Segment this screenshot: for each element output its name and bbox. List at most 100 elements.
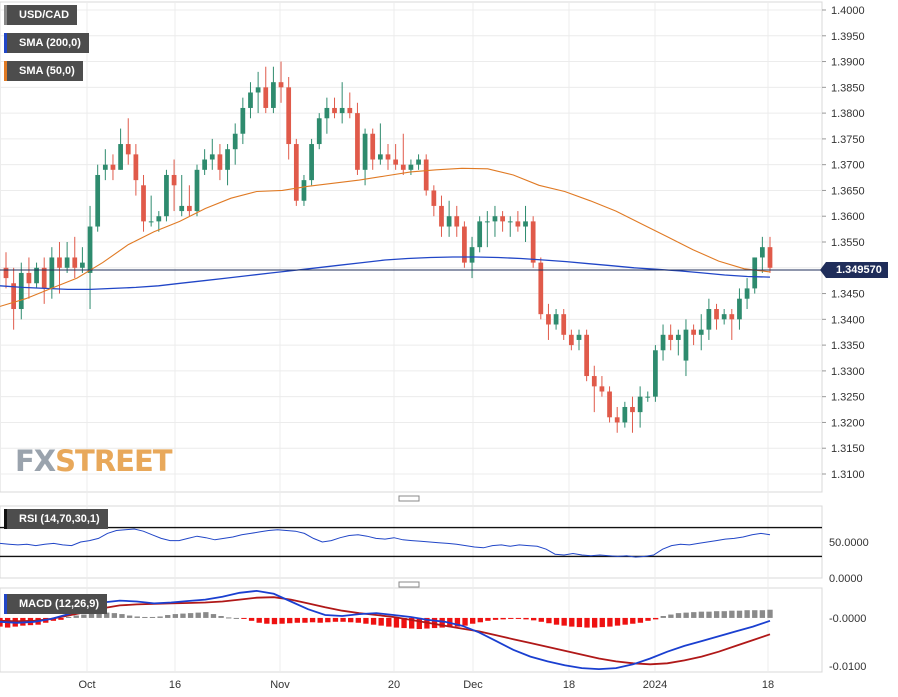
macd-histogram-bar bbox=[126, 615, 133, 618]
candle-body bbox=[255, 87, 261, 93]
candle-body bbox=[423, 159, 429, 191]
candle-body bbox=[614, 417, 620, 423]
macd-histogram-bar bbox=[752, 610, 758, 618]
macd-histogram-bar bbox=[691, 612, 697, 618]
macd-histogram-bar bbox=[279, 617, 285, 624]
logo-street: STREET bbox=[55, 444, 172, 478]
macd-tick-label: -0.0100 bbox=[829, 661, 866, 673]
x-tick-label: 18 bbox=[563, 679, 575, 691]
y-tick-label: 1.3600 bbox=[831, 211, 865, 223]
candle-body bbox=[232, 133, 238, 150]
macd-histogram-bar bbox=[553, 617, 560, 625]
y-tick-label: 1.4000 bbox=[831, 5, 865, 17]
candle-body bbox=[87, 226, 93, 273]
candle-body bbox=[301, 180, 307, 201]
candle-body bbox=[34, 267, 39, 284]
macd-line bbox=[0, 589, 771, 671]
pane-resize-handle bbox=[398, 495, 420, 502]
macd-histogram-bar bbox=[569, 617, 575, 627]
legend-rsi[interactable]: RSI (14,70,30,1) bbox=[4, 509, 108, 529]
x-tick-label: 20 bbox=[388, 679, 400, 691]
candle-body bbox=[484, 221, 490, 223]
macd-histogram-bar bbox=[523, 617, 529, 620]
macd-histogram-bar bbox=[134, 616, 140, 618]
macd-histogram-bar bbox=[607, 617, 613, 627]
pane-frame bbox=[0, 587, 823, 673]
macd-histogram-bar bbox=[614, 617, 621, 626]
macd-histogram-bar bbox=[325, 617, 331, 623]
legend-sma200[interactable]: SMA (200,0) bbox=[4, 33, 89, 53]
candle-body bbox=[293, 144, 299, 201]
macd-histogram-bar bbox=[271, 617, 278, 625]
macd-histogram-bar bbox=[210, 614, 217, 618]
macd-histogram-bar bbox=[546, 617, 552, 624]
candle-body bbox=[95, 174, 101, 227]
macd-histogram-bar bbox=[226, 617, 232, 619]
sma50-line bbox=[0, 167, 771, 307]
candle-body bbox=[148, 221, 154, 223]
candle-body bbox=[339, 107, 345, 114]
candle-body bbox=[523, 221, 528, 227]
candle-body bbox=[714, 309, 719, 320]
candle-body bbox=[393, 159, 399, 165]
y-tick-label: 1.3850 bbox=[831, 82, 865, 94]
candle-body bbox=[110, 164, 116, 170]
macd-histogram-bar bbox=[462, 617, 468, 626]
macd-histogram-bar bbox=[241, 617, 247, 619]
candle-body bbox=[225, 149, 230, 170]
macd-histogram-bar bbox=[172, 614, 179, 618]
candle-body bbox=[469, 247, 475, 263]
legend-symbol[interactable]: USD/CAD bbox=[4, 5, 78, 25]
macd-histogram-bar bbox=[393, 617, 400, 628]
macd-histogram-bar bbox=[630, 617, 636, 624]
rsi-line bbox=[0, 528, 771, 558]
macd-histogram-bar bbox=[294, 617, 300, 623]
macd-histogram-bar bbox=[599, 617, 605, 628]
y-tick-label: 1.3350 bbox=[831, 340, 865, 352]
candle-body bbox=[125, 144, 131, 155]
candle-body bbox=[316, 118, 322, 145]
macd-histogram-bar bbox=[736, 610, 743, 618]
candle-body bbox=[744, 288, 750, 299]
candle-body bbox=[102, 164, 108, 170]
legend-macd[interactable]: MACD (12,26,9) bbox=[4, 594, 108, 614]
candle-body bbox=[26, 272, 32, 284]
macd-histogram-bar bbox=[439, 617, 445, 628]
candle-body bbox=[477, 221, 483, 248]
macd-histogram-bar bbox=[477, 617, 483, 623]
macd-histogram-bar bbox=[340, 617, 346, 622]
price-pane bbox=[0, 61, 822, 433]
macd-histogram-bar bbox=[538, 617, 544, 622]
macd-histogram-bar bbox=[561, 617, 567, 626]
y-tick-label: 1.3800 bbox=[831, 108, 865, 120]
candle-body bbox=[217, 154, 223, 170]
candle-body bbox=[752, 257, 758, 289]
macd-signal-line bbox=[0, 596, 771, 666]
y-tick-label: 1.3100 bbox=[831, 469, 865, 481]
candle-body bbox=[462, 226, 467, 263]
candle-body bbox=[133, 154, 139, 181]
candle-body bbox=[683, 329, 689, 361]
y-tick-label: 1.3900 bbox=[831, 57, 865, 69]
macd-histogram-bar bbox=[264, 617, 270, 624]
macd-histogram-bar bbox=[248, 617, 255, 621]
candle-body bbox=[691, 329, 696, 335]
macd-histogram-bar bbox=[386, 617, 392, 627]
y-tick-label: 1.3950 bbox=[831, 31, 865, 43]
y-tick-label: 1.3450 bbox=[831, 289, 865, 301]
macd-histogram-bar bbox=[431, 617, 438, 629]
candle-body bbox=[439, 205, 444, 227]
candle-body bbox=[271, 82, 276, 108]
axes: Oct 16 Nov 20 Dec 18 2024 18 1.4000 1.3950 1.3900 1… bbox=[78, 5, 868, 691]
legend-sma50[interactable]: SMA (50,0) bbox=[4, 61, 83, 81]
macd-histogram-bar bbox=[500, 617, 506, 620]
candle-body bbox=[568, 334, 574, 346]
macd-histogram-bar bbox=[58, 617, 64, 620]
macd-histogram-bar bbox=[88, 613, 95, 618]
candle-body bbox=[507, 221, 513, 223]
candle-body bbox=[118, 144, 123, 170]
candle-body bbox=[332, 107, 337, 114]
macd-histogram-bar bbox=[454, 617, 461, 627]
candle-body bbox=[576, 334, 582, 340]
candle-body bbox=[49, 257, 55, 289]
